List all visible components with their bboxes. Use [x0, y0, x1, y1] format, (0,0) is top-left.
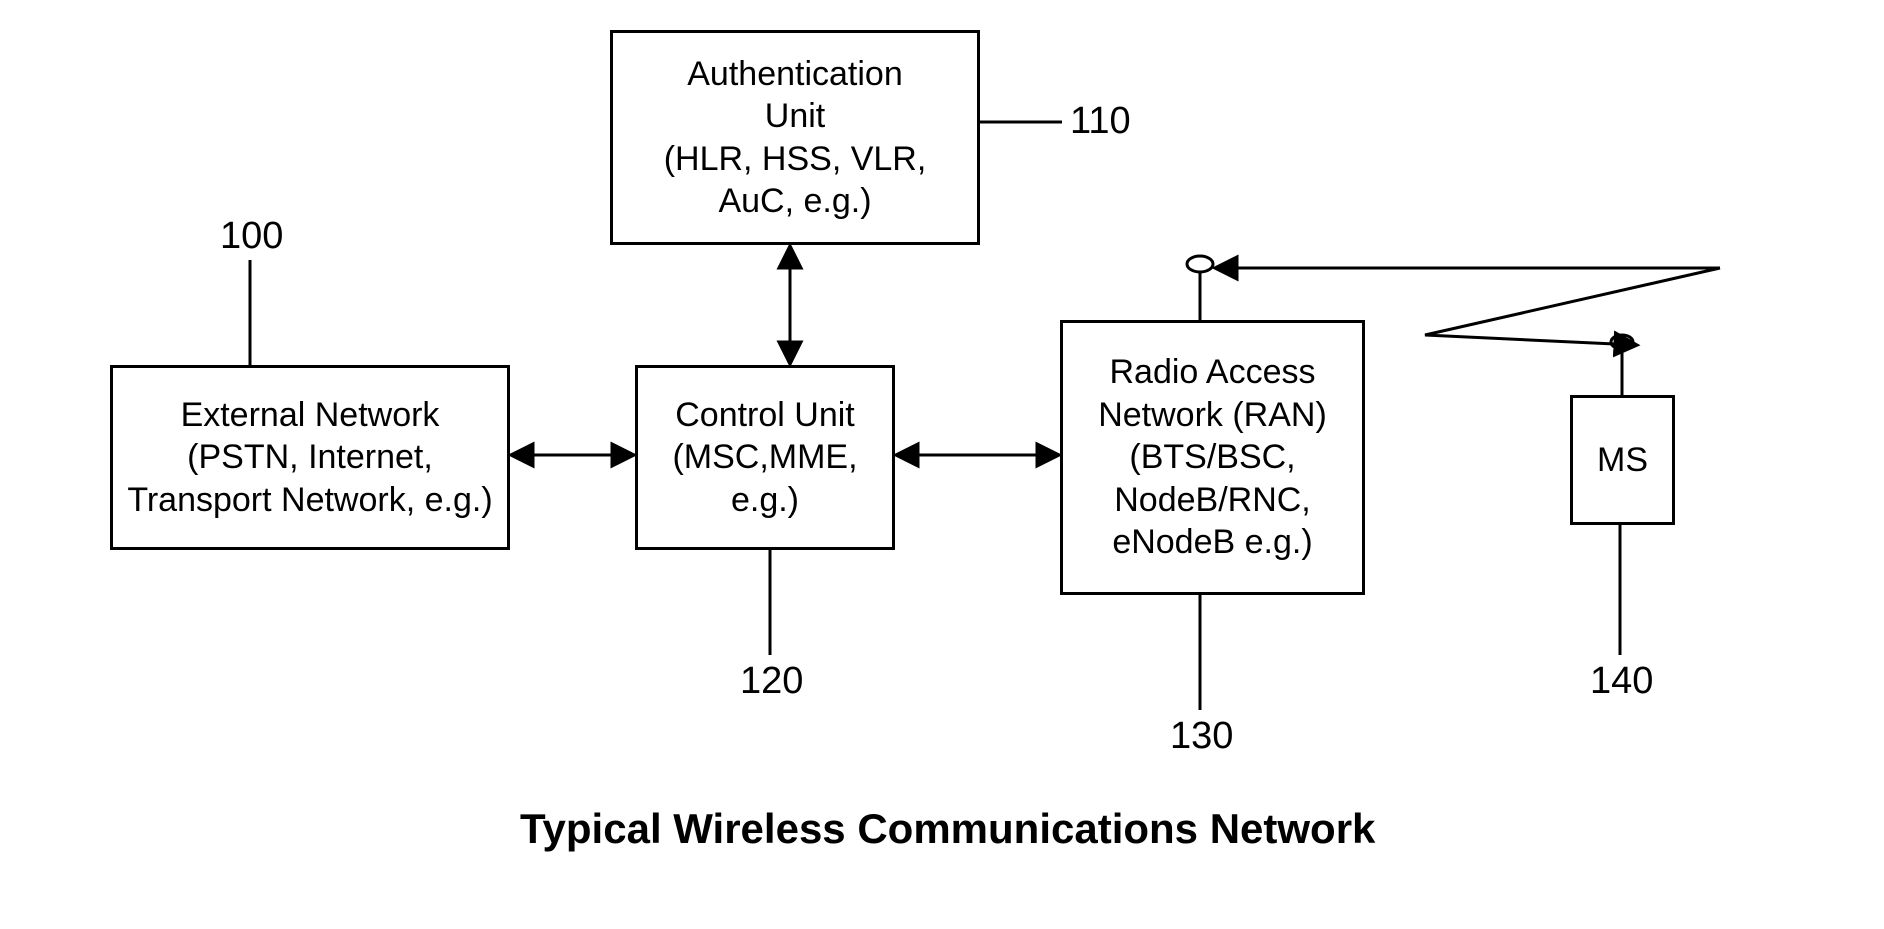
node-line: eNodeB e.g.) [1112, 521, 1312, 564]
node-control-unit: Control Unit (MSC,MME, e.g.) [635, 365, 895, 550]
antenna-ms-head [1611, 335, 1633, 349]
diagram-canvas: External Network (PSTN, Internet, Transp… [0, 0, 1884, 929]
ref-label-130: 130 [1170, 715, 1233, 758]
node-line: Radio Access [1110, 351, 1316, 394]
node-line: e.g.) [731, 479, 799, 522]
node-authentication-unit: Authentication Unit (HLR, HSS, VLR, AuC,… [610, 30, 980, 245]
node-line: AuC, e.g.) [718, 180, 871, 223]
node-line: External Network [181, 394, 440, 437]
antenna-ran-head [1187, 256, 1213, 272]
node-line: MS [1597, 439, 1648, 482]
node-line: (PSTN, Internet, [187, 436, 433, 479]
ref-label-120: 120 [740, 660, 803, 703]
node-line: (BTS/BSC, [1129, 436, 1295, 479]
node-line: Control Unit [675, 394, 855, 437]
node-line: Authentication [687, 53, 903, 96]
ref-label-140: 140 [1590, 660, 1653, 703]
node-line: Unit [765, 95, 825, 138]
node-external-network: External Network (PSTN, Internet, Transp… [110, 365, 510, 550]
node-ran: Radio Access Network (RAN) (BTS/BSC, Nod… [1060, 320, 1365, 595]
node-line: Network (RAN) [1098, 394, 1327, 437]
wireless-link [1425, 268, 1720, 345]
node-line: NodeB/RNC, [1114, 479, 1311, 522]
ref-label-100: 100 [220, 215, 283, 258]
node-line: (MSC,MME, [672, 436, 857, 479]
figure-caption: Typical Wireless Communications Network [520, 805, 1375, 853]
ref-label-110: 110 [1070, 100, 1131, 143]
node-line: Transport Network, e.g.) [127, 479, 492, 522]
node-ms: MS [1570, 395, 1675, 525]
node-line: (HLR, HSS, VLR, [664, 138, 927, 181]
